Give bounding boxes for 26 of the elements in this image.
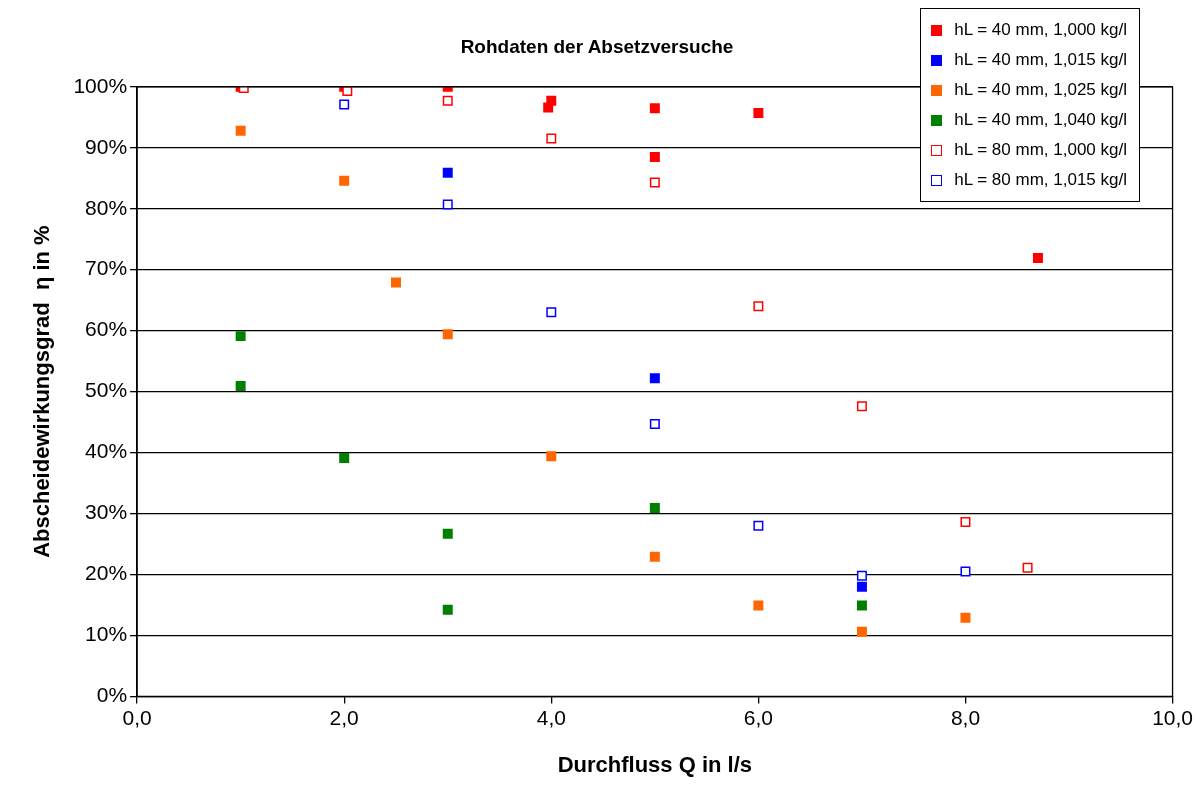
x-tick-label: 8,0 <box>950 705 981 729</box>
y-tick-label: 80% <box>85 195 128 219</box>
chart-title: Rohdaten der Absetzversuche <box>460 35 734 57</box>
x-axis-title: Durchfluss Q in l/s <box>557 751 753 777</box>
x-tick-label: 4,0 <box>536 705 566 729</box>
x-tick-label: 0,0 <box>122 705 152 729</box>
x-tick-label: 6,0 <box>743 705 773 729</box>
y-tick-label: 30% <box>85 500 128 524</box>
legend-label: hL = 40 mm, 1,015 kg/l <box>954 49 1127 71</box>
y-tick-label: 40% <box>85 439 128 463</box>
y-tick-label: 20% <box>85 561 128 585</box>
y-tick-label: 100% <box>73 73 128 97</box>
y-tick-label: 60% <box>85 317 128 341</box>
y-tick-label: 50% <box>85 378 128 402</box>
y-tick-label: 10% <box>85 622 128 646</box>
legend-label: hL = 40 mm, 1,025 kg/l <box>954 79 1127 101</box>
legend-label: hL = 40 mm, 1,000 kg/l <box>954 19 1127 41</box>
y-tick-label: 90% <box>85 134 128 158</box>
legend-label: hL = 80 mm, 1,000 kg/l <box>954 139 1127 161</box>
y-axis-title: Abscheidewirkungsgrad η in % <box>29 225 55 558</box>
y-tick-label: 0% <box>96 683 128 707</box>
legend-label: hL = 40 mm, 1,040 kg/l <box>954 109 1127 131</box>
x-tick-label: 10,0 <box>1152 705 1193 729</box>
legend-label: hL = 80 mm, 1,015 kg/l <box>954 169 1127 191</box>
y-tick-label: 70% <box>85 256 128 280</box>
x-tick-label: 2,0 <box>329 705 359 729</box>
